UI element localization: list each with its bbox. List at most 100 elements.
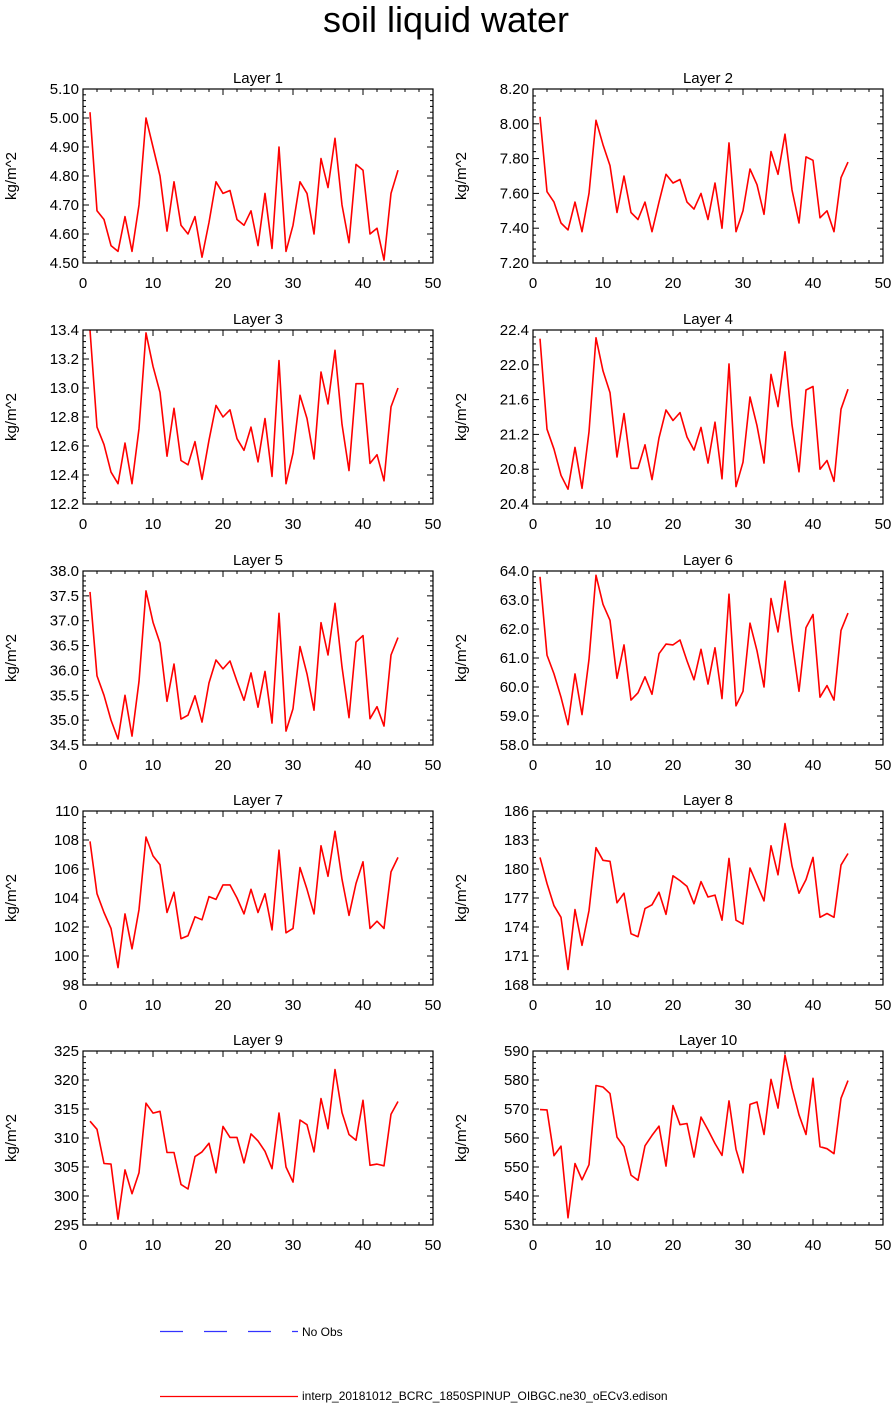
x-tick-label-layer-4: 0 <box>529 516 537 533</box>
y-tick-label-layer-1: 5.10 <box>50 81 79 98</box>
y-tick-label-layer-2: 7.20 <box>500 255 529 272</box>
y-tick-label-layer-8: 186 <box>504 803 529 820</box>
x-tick-label-layer-9: 20 <box>215 1237 232 1254</box>
y-tick-label-layer-1: 4.90 <box>50 139 79 156</box>
y-tick-label-layer-4: 21.2 <box>500 426 529 443</box>
y-tick-label-layer-9: 305 <box>54 1159 79 1176</box>
y-tick-label-layer-10: 550 <box>504 1159 529 1176</box>
y-tick-label-layer-5: 36.5 <box>50 638 79 655</box>
x-tick-label-layer-6: 10 <box>595 757 612 774</box>
y-tick-label-layer-2: 8.00 <box>500 116 529 133</box>
y-tick-label-layer-4: 20.8 <box>500 461 529 478</box>
y-tick-label-layer-7: 100 <box>54 948 79 965</box>
y-tick-label-layer-10: 530 <box>504 1217 529 1234</box>
x-tick-label-layer-1: 0 <box>79 275 87 292</box>
panel-title-layer-9: Layer 9 <box>233 1032 283 1049</box>
series-line-layer-5 <box>89 590 399 740</box>
series-line-layer-2 <box>539 116 849 233</box>
y-tick-label-layer-3: 12.4 <box>50 467 79 484</box>
y-tick-label-layer-5: 37.5 <box>50 588 79 605</box>
y-tick-label-layer-6: 64.0 <box>500 563 529 580</box>
series-line-layer-3 <box>89 329 399 485</box>
x-tick-label-layer-3: 30 <box>285 516 302 533</box>
x-tick-label-layer-5: 50 <box>425 757 442 774</box>
y-tick-label-layer-8: 174 <box>504 919 529 936</box>
plot-frame-layer-2 <box>532 88 884 264</box>
y-tick-label-layer-2: 8.20 <box>500 81 529 98</box>
y-tick-label-layer-9: 325 <box>54 1043 79 1060</box>
x-tick-label-layer-7: 0 <box>79 997 87 1014</box>
x-tick-label-layer-9: 0 <box>79 1237 87 1254</box>
y-tick-label-layer-7: 102 <box>54 919 79 936</box>
series-line-layer-4 <box>539 336 849 491</box>
y-tick-label-layer-5: 35.0 <box>50 712 79 729</box>
y-axis-label-layer-10: kg/m^2 <box>453 1114 470 1162</box>
panel-layer-4: Layer 4 kg/m^2 0 10 20 30 40 50 20.4 20.8 21.2 21.6… <box>453 311 891 533</box>
y-axis-label-layer-3: kg/m^2 <box>3 393 20 441</box>
y-tick-label-layer-8: 183 <box>504 832 529 849</box>
y-tick-label-layer-6: 61.0 <box>500 650 529 667</box>
y-tick-label-layer-10: 570 <box>504 1101 529 1118</box>
x-tick-label-layer-2: 10 <box>595 275 612 292</box>
y-tick-label-layer-4: 21.6 <box>500 392 529 409</box>
x-tick-label-layer-1: 40 <box>355 275 372 292</box>
y-tick-label-layer-10: 590 <box>504 1043 529 1060</box>
x-tick-label-layer-5: 30 <box>285 757 302 774</box>
y-tick-label-layer-9: 320 <box>54 1072 79 1089</box>
x-tick-label-layer-3: 40 <box>355 516 372 533</box>
y-tick-label-layer-3: 13.4 <box>50 322 79 339</box>
y-tick-label-layer-5: 36.0 <box>50 662 79 679</box>
x-tick-label-layer-4: 10 <box>595 516 612 533</box>
x-tick-label-layer-2: 30 <box>735 275 752 292</box>
x-tick-label-layer-6: 30 <box>735 757 752 774</box>
x-tick-label-layer-7: 50 <box>425 997 442 1014</box>
y-tick-label-layer-4: 20.4 <box>500 496 529 513</box>
panel-title-layer-8: Layer 8 <box>683 792 733 809</box>
y-tick-label-layer-8: 171 <box>504 948 529 965</box>
panel-title-layer-1: Layer 1 <box>233 70 283 87</box>
panel-title-layer-5: Layer 5 <box>233 552 283 569</box>
panel-layer-5: Layer 5 kg/m^2 0 10 20 30 40 50 34.5 35.0 35.5 36.0… <box>3 552 441 774</box>
series-line-layer-9 <box>89 1068 399 1220</box>
x-tick-label-layer-7: 40 <box>355 997 372 1014</box>
y-tick-label-layer-3: 13.2 <box>50 351 79 368</box>
x-tick-label-layer-4: 20 <box>665 516 682 533</box>
panel-layer-6: Layer 6 kg/m^2 0 10 20 30 40 50 58.0 59.0 60.0 61.0… <box>453 552 891 774</box>
x-tick-label-layer-3: 50 <box>425 516 442 533</box>
y-axis-label-layer-8: kg/m^2 <box>453 874 470 922</box>
legend-obs-swatch <box>160 1330 298 1333</box>
x-tick-label-layer-4: 30 <box>735 516 752 533</box>
x-tick-label-layer-3: 20 <box>215 516 232 533</box>
x-tick-label-layer-10: 50 <box>875 1237 892 1254</box>
legend-obs-label: No Obs <box>302 1325 343 1339</box>
x-tick-label-layer-9: 40 <box>355 1237 372 1254</box>
panel-title-layer-10: Layer 10 <box>679 1032 737 1049</box>
x-tick-label-layer-10: 0 <box>529 1237 537 1254</box>
legend-model: interp_20181012_BCRC_1850SPINUP_OIBGC.ne… <box>0 1387 892 1407</box>
y-tick-label-layer-7: 98 <box>62 977 79 994</box>
y-tick-label-layer-3: 13.0 <box>50 380 79 397</box>
y-tick-label-layer-5: 35.5 <box>50 687 79 704</box>
x-tick-label-layer-5: 20 <box>215 757 232 774</box>
x-tick-label-layer-9: 10 <box>145 1237 162 1254</box>
y-tick-label-layer-1: 4.50 <box>50 255 79 272</box>
x-tick-label-layer-1: 20 <box>215 275 232 292</box>
x-tick-label-layer-9: 50 <box>425 1237 442 1254</box>
x-tick-label-layer-8: 20 <box>665 997 682 1014</box>
x-tick-label-layer-6: 20 <box>665 757 682 774</box>
y-tick-label-layer-10: 560 <box>504 1130 529 1147</box>
plot-frame-layer-6 <box>532 570 884 746</box>
x-tick-label-layer-10: 20 <box>665 1237 682 1254</box>
plot-frame-layer-4 <box>532 329 884 505</box>
x-tick-label-layer-2: 50 <box>875 275 892 292</box>
y-tick-label-layer-9: 300 <box>54 1188 79 1205</box>
plot-frame-layer-9 <box>82 1050 434 1226</box>
y-tick-label-layer-7: 110 <box>55 803 79 820</box>
x-tick-label-layer-9: 30 <box>285 1237 302 1254</box>
y-tick-label-layer-4: 22.4 <box>500 322 529 339</box>
x-tick-label-layer-10: 30 <box>735 1237 752 1254</box>
y-axis-label-layer-5: kg/m^2 <box>3 634 20 682</box>
y-tick-label-layer-4: 22.0 <box>500 357 529 374</box>
y-tick-label-layer-6: 58.0 <box>500 737 529 754</box>
